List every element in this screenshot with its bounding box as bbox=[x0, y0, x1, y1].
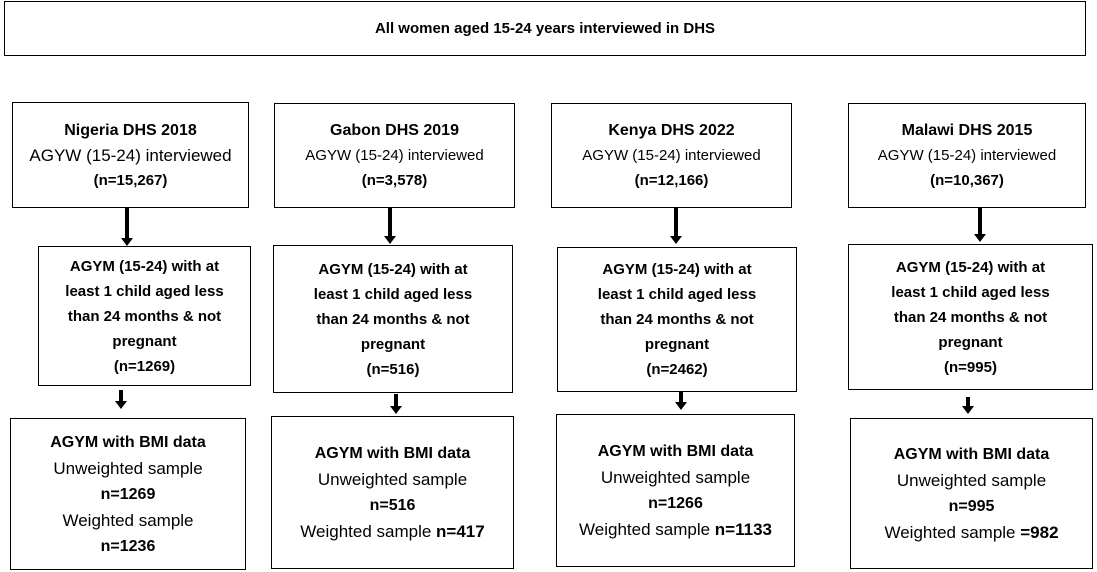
weighted-count: n=1133 bbox=[714, 519, 772, 539]
bmi-title: AGYM with BMI data bbox=[50, 433, 206, 451]
weighted-row: Weighted sample n=417 bbox=[300, 518, 484, 545]
top-box-label: All women aged 15-24 years interviewed i… bbox=[374, 20, 716, 37]
criteria-box-nigeria: AGYM (15-24) with at least 1 child aged … bbox=[38, 246, 251, 386]
criteria-line: AGYM (15-24) with at bbox=[69, 257, 220, 275]
criteria-line: least 1 child aged less bbox=[597, 286, 757, 303]
interviewed-label: AGYW (15-24) interviewed bbox=[877, 147, 1057, 164]
criteria-line: pregnant bbox=[112, 332, 177, 350]
unweighted-count: n=1266 bbox=[648, 494, 703, 512]
criteria-line: pregnant bbox=[360, 335, 426, 353]
interviewed-label: AGYW (15-24) interviewed bbox=[582, 147, 761, 164]
survey-title: Malawi DHS 2015 bbox=[901, 122, 1033, 139]
weighted-label: Weighted sample bbox=[579, 519, 715, 539]
criteria-box-malawi: AGYM (15-24) with at least 1 child aged … bbox=[848, 244, 1093, 390]
unweighted-label: Unweighted sample bbox=[317, 469, 468, 489]
survey-title: Nigeria DHS 2018 bbox=[64, 121, 197, 139]
bmi-title: AGYM with BMI data bbox=[314, 444, 471, 462]
interviewed-count: (n=12,166) bbox=[634, 172, 709, 189]
criteria-line: than 24 months & not bbox=[316, 310, 470, 328]
criteria-count: (n=1269) bbox=[113, 357, 176, 375]
weighted-count: n=1236 bbox=[100, 537, 156, 555]
weighted-count: =982 bbox=[1020, 522, 1059, 542]
survey-title: Gabon DHS 2019 bbox=[330, 122, 459, 139]
unweighted-label: Unweighted sample bbox=[896, 470, 1047, 490]
unweighted-label: Unweighted sample bbox=[53, 458, 203, 478]
bmi-box-nigeria: AGYM with BMI data Unweighted sample n=1… bbox=[10, 418, 246, 570]
criteria-line: AGYM (15-24) with at bbox=[602, 261, 752, 278]
criteria-line: least 1 child aged less bbox=[313, 285, 473, 303]
criteria-line: than 24 months & not bbox=[893, 308, 1048, 326]
weighted-label: Weighted sample bbox=[300, 521, 437, 541]
survey-box-malawi: Malawi DHS 2015 AGYW (15-24) interviewed… bbox=[848, 103, 1086, 208]
criteria-line: pregnant bbox=[644, 336, 710, 353]
weighted-label: Weighted sample bbox=[884, 522, 1021, 542]
unweighted-count: n=1269 bbox=[100, 485, 156, 503]
criteria-line: least 1 child aged less bbox=[891, 283, 1050, 301]
interviewed-count: (n=15,267) bbox=[93, 171, 168, 189]
weighted-row: Weighted sample =982 bbox=[884, 519, 1058, 546]
unweighted-count: n=516 bbox=[369, 496, 416, 514]
survey-box-nigeria: Nigeria DHS 2018 AGYW (15-24) interviewe… bbox=[12, 102, 249, 208]
interviewed-label: AGYW (15-24) interviewed bbox=[29, 145, 232, 165]
criteria-box-gabon: AGYM (15-24) with at least 1 child aged … bbox=[273, 245, 513, 393]
bmi-box-gabon: AGYM with BMI data Unweighted sample n=5… bbox=[271, 416, 514, 569]
criteria-count: (n=995) bbox=[944, 358, 997, 376]
weighted-row: Weighted sample n=1133 bbox=[579, 516, 772, 543]
top-box: All women aged 15-24 years interviewed i… bbox=[4, 1, 1086, 56]
criteria-line: pregnant bbox=[938, 333, 1003, 351]
survey-box-kenya: Kenya DHS 2022 AGYW (15-24) interviewed … bbox=[551, 103, 792, 208]
bmi-box-kenya: AGYM with BMI data Unweighted sample n=1… bbox=[556, 414, 795, 567]
criteria-box-kenya: AGYM (15-24) with at least 1 child aged … bbox=[557, 247, 797, 392]
criteria-line: than 24 months & not bbox=[67, 307, 222, 325]
interviewed-count: (n=10,367) bbox=[930, 172, 1004, 189]
weighted-label: Weighted sample bbox=[62, 510, 194, 530]
criteria-count: (n=2462) bbox=[646, 361, 708, 378]
unweighted-label: Unweighted sample bbox=[600, 467, 751, 487]
bmi-box-malawi: AGYM with BMI data Unweighted sample n=9… bbox=[850, 418, 1093, 569]
criteria-line: AGYM (15-24) with at bbox=[318, 260, 468, 278]
bmi-title: AGYM with BMI data bbox=[597, 442, 754, 460]
interviewed-count: (n=3,578) bbox=[361, 172, 428, 189]
survey-box-gabon: Gabon DHS 2019 AGYW (15-24) interviewed … bbox=[274, 103, 515, 208]
unweighted-count: n=995 bbox=[948, 497, 995, 515]
criteria-line: least 1 child aged less bbox=[65, 282, 224, 300]
survey-title: Kenya DHS 2022 bbox=[608, 122, 735, 139]
interviewed-label: AGYW (15-24) interviewed bbox=[305, 147, 484, 164]
criteria-line: than 24 months & not bbox=[600, 311, 754, 328]
weighted-count: n=417 bbox=[436, 521, 485, 541]
criteria-line: AGYM (15-24) with at bbox=[895, 258, 1046, 276]
bmi-title: AGYM with BMI data bbox=[893, 445, 1050, 463]
criteria-count: (n=516) bbox=[366, 360, 420, 378]
